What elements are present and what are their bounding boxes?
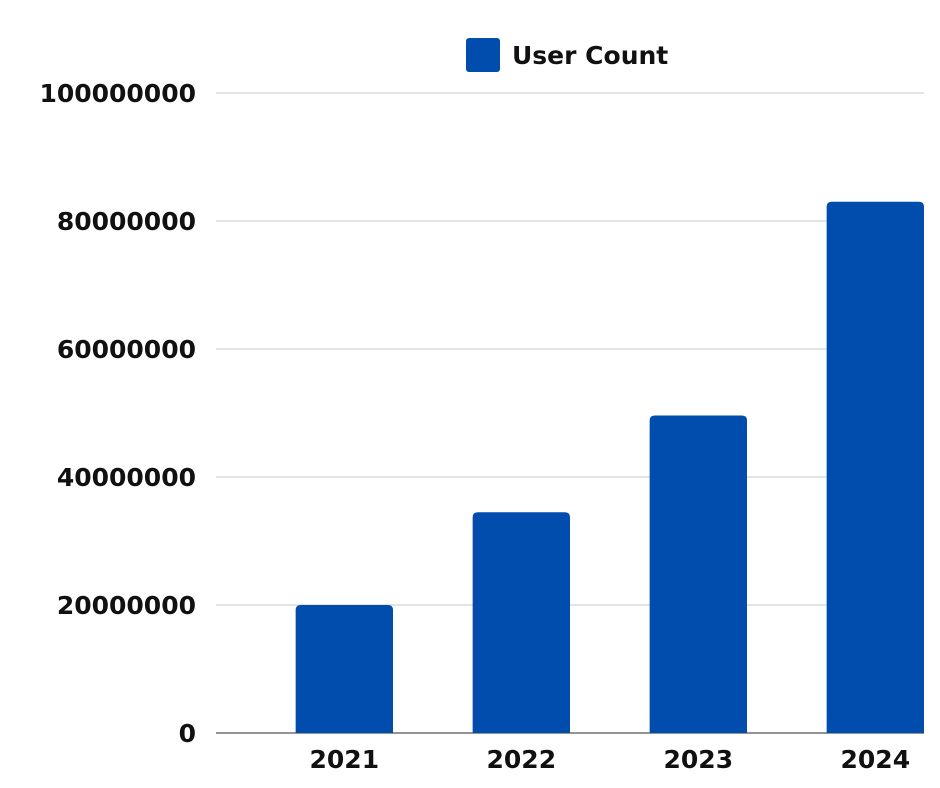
y-tick-label: 0 [179, 719, 196, 748]
bar-2023 [649, 415, 747, 733]
x-tick-label: 2024 [841, 745, 911, 774]
y-tick-label: 40000000 [57, 463, 196, 492]
bar-2022 [472, 512, 570, 733]
x-axis-tick-labels: 2021 2022 2023 2024 [310, 745, 911, 774]
bar-2024 [826, 201, 924, 734]
bars [295, 201, 924, 734]
y-tick-label: 80000000 [57, 207, 196, 236]
legend-label-user-count: User Count [512, 41, 668, 70]
legend: User Count [466, 38, 668, 72]
y-tick-label: 100000000 [39, 79, 196, 108]
y-axis-tick-labels: 0 20000000 40000000 60000000 80000000 1000000… [39, 79, 196, 748]
bar-2021 [295, 605, 393, 733]
y-tick-label: 60000000 [57, 335, 196, 364]
x-tick-label: 2022 [487, 745, 557, 774]
y-tick-label: 20000000 [57, 591, 196, 620]
legend-swatch-user-count [466, 38, 500, 72]
x-tick-label: 2021 [310, 745, 380, 774]
x-tick-label: 2023 [664, 745, 734, 774]
